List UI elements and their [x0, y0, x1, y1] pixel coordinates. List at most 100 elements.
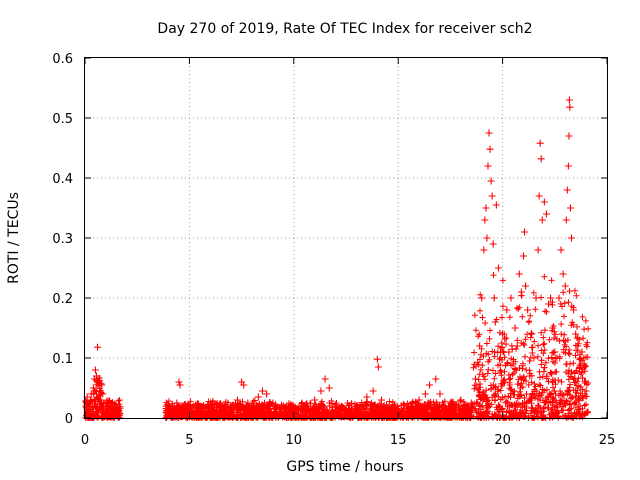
data-point [446, 399, 454, 407]
data-point [179, 402, 187, 410]
data-point [522, 282, 530, 290]
data-point [467, 399, 475, 407]
data-point [374, 363, 382, 371]
y-tick-labels: 0 0.1 0.2 0.3 0.4 0.5 0.6 [52, 52, 73, 427]
data-point [549, 324, 557, 332]
data-point [511, 324, 519, 332]
data-point [490, 294, 498, 302]
data-point [528, 330, 536, 338]
data-point [457, 396, 465, 404]
data-point [499, 330, 507, 338]
data-point [478, 294, 486, 302]
data-point [363, 393, 371, 401]
data-point [570, 306, 578, 314]
data-point [503, 306, 511, 314]
data-point [115, 409, 123, 417]
x-tick-label: 0 [81, 433, 89, 448]
data-point [559, 270, 567, 278]
data-point [530, 354, 538, 362]
data-point [173, 399, 181, 407]
data-point [290, 403, 298, 411]
data-point [540, 198, 548, 206]
data-point [248, 402, 256, 410]
x-tick-label: 5 [185, 433, 193, 448]
data-point [582, 387, 590, 395]
data-point [463, 402, 471, 410]
data-point [563, 186, 571, 194]
data-point [426, 381, 434, 389]
data-point [342, 405, 350, 413]
data-point [481, 216, 489, 224]
data-point [405, 402, 413, 410]
data-point [436, 390, 444, 398]
y-tick-label: 0.3 [52, 232, 73, 247]
x-tick-labels: 0 5 10 15 20 25 [81, 433, 615, 448]
data-point [485, 129, 493, 137]
data-point [555, 294, 563, 302]
data-point [86, 396, 94, 404]
data-point [562, 216, 570, 224]
data-point [108, 403, 116, 411]
data-point [484, 162, 492, 170]
data-point [519, 252, 527, 260]
data-point [517, 288, 525, 296]
data-point [384, 405, 392, 413]
data-point [415, 396, 423, 404]
y-tick-label: 0 [65, 412, 73, 427]
data-point [542, 210, 550, 218]
data-point [545, 300, 553, 308]
chart-title: Day 270 of 2019, Rate Of TEC Index for r… [157, 21, 532, 37]
data-point [377, 396, 385, 404]
data-point [507, 294, 515, 302]
data-point [176, 381, 184, 389]
data-point [580, 360, 588, 368]
y-tick-label: 0.6 [52, 52, 73, 67]
data-point [491, 318, 499, 326]
data-point [269, 399, 277, 407]
data-point [524, 306, 532, 314]
data-point [572, 330, 580, 338]
data-point [553, 354, 561, 362]
data-point [487, 177, 495, 185]
data-point [162, 407, 170, 415]
data-point [557, 246, 565, 254]
data-point [547, 294, 555, 302]
y-tick-label: 0.2 [52, 292, 73, 307]
y-axis-label: ROTI / TECUs [6, 192, 22, 284]
x-tick-label: 20 [494, 433, 511, 448]
data-point [240, 381, 248, 389]
data-point [352, 402, 360, 410]
data-point [217, 407, 225, 415]
y-tick-label: 0.4 [52, 172, 73, 187]
data-point [568, 234, 576, 242]
data-point [88, 403, 96, 411]
data-point [165, 402, 173, 410]
data-point [536, 139, 544, 147]
data-point [421, 390, 429, 398]
data-point [480, 246, 488, 254]
x-tick-label: 25 [599, 433, 616, 448]
data-point [321, 375, 329, 383]
data-point [513, 342, 521, 350]
x-tick-label: 15 [390, 433, 407, 448]
data-point [576, 354, 584, 362]
data-point [233, 396, 241, 404]
data-point [565, 132, 573, 140]
data-point [534, 246, 542, 254]
data-point [583, 408, 591, 416]
data-point [551, 348, 559, 356]
data-point [84, 407, 92, 415]
data-point [489, 240, 497, 248]
data-point [98, 381, 106, 389]
data-point [494, 264, 502, 272]
data-point [196, 405, 204, 413]
data-point [486, 145, 494, 153]
data-point [311, 396, 319, 404]
data-point [532, 294, 540, 302]
data-point [509, 360, 517, 368]
data-point [92, 372, 100, 380]
y-tick-label: 0.1 [52, 352, 73, 367]
y-tick-label: 0.5 [52, 112, 73, 127]
plot-frame [84, 57, 608, 419]
